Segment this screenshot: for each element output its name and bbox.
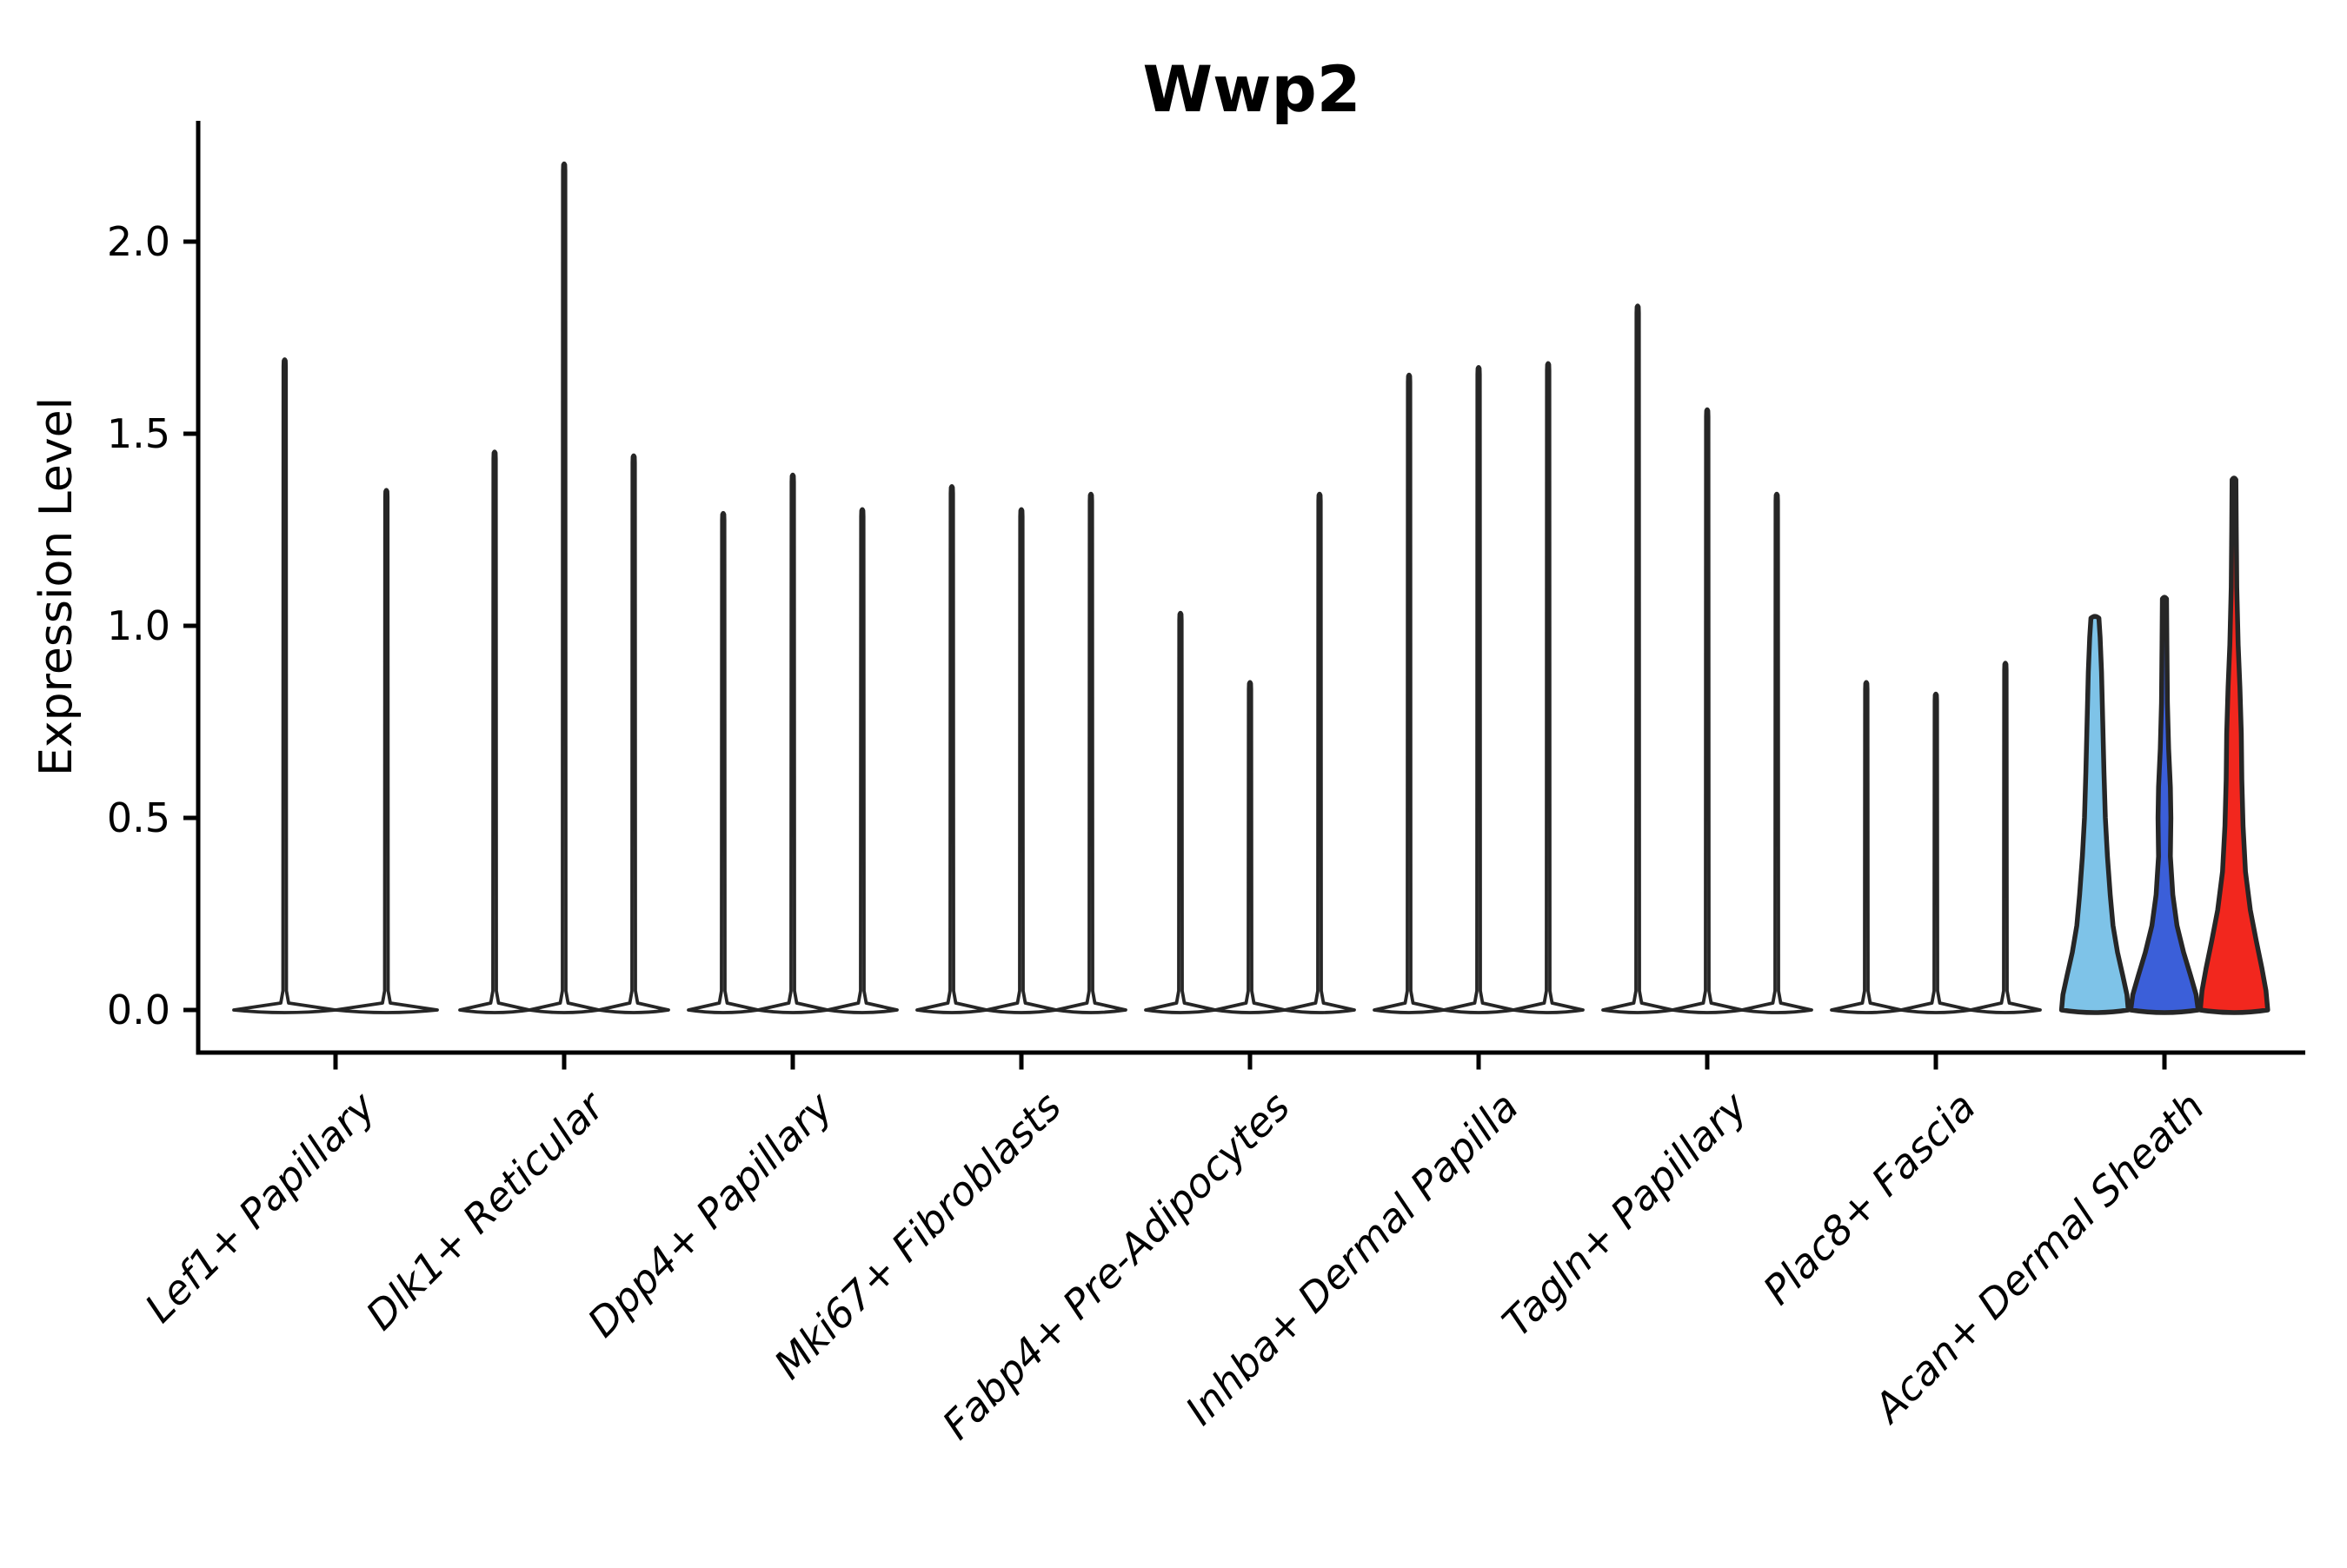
x-tick-label: Lef1+ Papillary (136, 1082, 384, 1331)
x-tick-label: Dlk1+ Reticular (356, 1081, 615, 1339)
violin-spike (334, 488, 439, 1014)
violin-filled (2058, 614, 2131, 1015)
violin-spike (826, 507, 899, 1014)
violin-spike (1213, 680, 1287, 1014)
violin-spike (1373, 372, 1446, 1014)
violin-spike (458, 449, 531, 1014)
violin-spike (687, 510, 760, 1014)
y-tick-label: 2.0 (107, 218, 170, 265)
violin-filled (2128, 595, 2201, 1015)
violin-spike (1740, 491, 1813, 1014)
violin-spike (1283, 491, 1356, 1014)
violin-spike (1442, 365, 1515, 1014)
chart-title: Wwp2 (1142, 53, 1360, 127)
y-axis-label: Expression Level (30, 397, 83, 776)
violin-spike (756, 472, 829, 1014)
x-tick-label: Plac8+ Fascia (1754, 1083, 1985, 1313)
violin-spike (1671, 407, 1744, 1014)
violin-spike (597, 453, 670, 1014)
violin-spike (985, 507, 1058, 1014)
violin-spike (1054, 491, 1127, 1014)
violin-spike (1512, 361, 1585, 1014)
violin-spike (915, 484, 988, 1014)
violin-spike (1601, 303, 1674, 1014)
violin-filled (2197, 475, 2271, 1015)
x-tick-label: Dpp4+ Papillary (578, 1082, 841, 1345)
y-tick-label: 1.5 (107, 410, 170, 457)
y-tick-label: 0.5 (107, 794, 170, 841)
violin-spike (232, 357, 337, 1014)
y-tick-label: 0.0 (107, 987, 170, 1033)
violin-spike (1899, 691, 1972, 1014)
x-tick-label: Tagln+ Papillary (1493, 1082, 1757, 1345)
y-tick-label: 1.0 (107, 602, 170, 649)
violin-spike (1969, 661, 2042, 1014)
violins-layer (232, 161, 2271, 1015)
violin-spike (1144, 610, 1217, 1014)
violin-spike (1830, 680, 1903, 1014)
violin-spike (528, 161, 601, 1014)
